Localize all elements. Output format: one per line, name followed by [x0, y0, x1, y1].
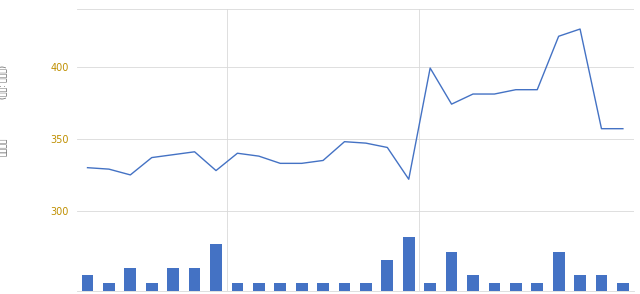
Bar — [574, 275, 586, 291]
Bar — [210, 244, 222, 291]
Bar — [596, 275, 607, 291]
Text: (단위: 백만원): (단위: 백만원) — [0, 65, 8, 99]
Bar — [124, 268, 136, 291]
Bar — [381, 260, 393, 291]
Bar — [424, 283, 436, 291]
Bar — [296, 283, 308, 291]
Bar — [317, 283, 329, 291]
Bar — [232, 283, 243, 291]
Text: 거래금액: 거래금액 — [0, 138, 8, 156]
Bar — [467, 275, 479, 291]
Bar — [189, 268, 200, 291]
Bar — [339, 283, 350, 291]
Bar — [146, 283, 157, 291]
Bar — [403, 236, 415, 291]
Bar — [360, 283, 372, 291]
Bar — [531, 283, 543, 291]
Bar — [553, 252, 564, 291]
Bar — [103, 283, 115, 291]
Bar — [445, 252, 458, 291]
Bar — [82, 275, 93, 291]
Bar — [488, 283, 500, 291]
Bar — [617, 283, 628, 291]
Bar — [167, 268, 179, 291]
Bar — [275, 283, 286, 291]
Bar — [253, 283, 265, 291]
Bar — [510, 283, 522, 291]
